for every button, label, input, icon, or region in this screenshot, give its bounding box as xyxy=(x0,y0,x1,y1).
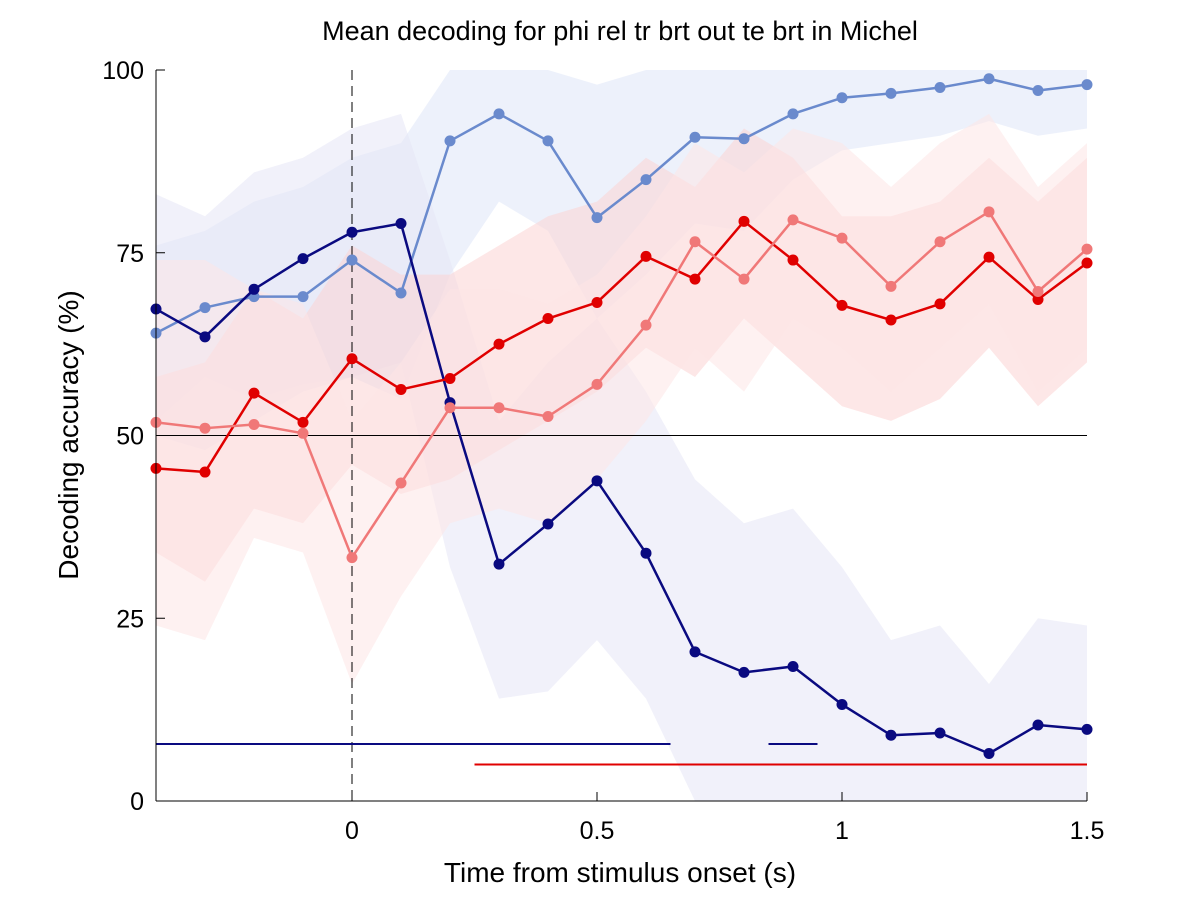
series-2-point-15 xyxy=(836,699,848,711)
series-3-point-7 xyxy=(444,372,456,384)
x-tick-label-0: 0 xyxy=(345,817,359,845)
series-2-point-17 xyxy=(934,727,946,739)
axes: 0 25 50 75 100 0 0.5 1 1.5 xyxy=(102,57,1104,845)
series-4-point-10 xyxy=(591,378,603,390)
series-2-point-12 xyxy=(689,646,701,658)
series-3-point-13 xyxy=(738,215,750,227)
x-tick-label-2: 1 xyxy=(835,817,849,845)
series-3-point-3 xyxy=(248,387,260,399)
series-3-point-16 xyxy=(885,314,897,326)
series-1-point-16 xyxy=(885,87,897,99)
series-1-point-15 xyxy=(836,92,848,104)
series-line-2 xyxy=(155,222,1088,755)
series-4-point-8 xyxy=(493,402,505,414)
series-1-point-13 xyxy=(738,133,750,145)
series-1-point-6 xyxy=(395,287,407,299)
series-2-point-19 xyxy=(1032,719,1044,731)
series-1-point-7 xyxy=(444,135,456,147)
series-4-point-13 xyxy=(738,273,750,285)
y-tick-label-2: 50 xyxy=(116,423,144,451)
series-line-3 xyxy=(155,220,1088,474)
series-1-point-14 xyxy=(787,108,799,120)
series-line-4 xyxy=(155,210,1088,559)
series-2-point-2 xyxy=(199,331,211,343)
x-axis-label: Time from stimulus onset (s) xyxy=(444,857,796,888)
series-2-point-5 xyxy=(346,226,358,238)
series-3-point-2 xyxy=(199,466,211,478)
series-1-point-5 xyxy=(346,254,358,266)
series-4-point-14 xyxy=(787,214,799,226)
y-tick-label-3: 75 xyxy=(116,240,144,268)
series-line-1 xyxy=(155,77,1088,335)
series-3-point-20 xyxy=(1081,257,1093,269)
series-4-point-6 xyxy=(395,477,407,489)
series-4-point-9 xyxy=(542,410,554,422)
series-4-point-7 xyxy=(444,402,456,414)
confidence-band-4 xyxy=(156,113,1087,685)
series-3-point-6 xyxy=(395,383,407,395)
series-3-point-19 xyxy=(1032,294,1044,306)
series-2-point-14 xyxy=(787,660,799,672)
series-4-point-2 xyxy=(199,422,211,434)
series-3-point-5 xyxy=(346,353,358,365)
x-tick-label-3: 1.5 xyxy=(1070,817,1105,845)
series-3-point-14 xyxy=(787,254,799,266)
series-4-point-16 xyxy=(885,280,897,292)
y-tick-label-1: 25 xyxy=(116,605,144,633)
series-2-point-18 xyxy=(983,747,995,759)
significance-bars xyxy=(156,742,1087,766)
series-4-point-17 xyxy=(934,236,946,248)
series-4-point-5 xyxy=(346,552,358,564)
y-axis-label: Decoding accuracy (%) xyxy=(53,290,84,579)
series-3-point-12 xyxy=(689,273,701,285)
series-2-point-10 xyxy=(591,475,603,487)
series-3-point-11 xyxy=(640,250,652,262)
series-1-point-18 xyxy=(983,73,995,85)
series-3-point-4 xyxy=(297,416,309,428)
series-1-point-10 xyxy=(591,212,603,224)
series-lines xyxy=(150,73,1093,759)
series-1-point-17 xyxy=(934,82,946,94)
series-2-point-11 xyxy=(640,547,652,559)
series-2-point-20 xyxy=(1081,723,1093,735)
series-4-point-12 xyxy=(689,236,701,248)
series-4-point-15 xyxy=(836,232,848,244)
series-2-point-4 xyxy=(297,253,309,265)
series-2-point-3 xyxy=(248,283,260,295)
series-1-point-11 xyxy=(640,174,652,186)
series-3-point-10 xyxy=(591,296,603,308)
series-2-point-9 xyxy=(542,518,554,530)
series-2-point-6 xyxy=(395,218,407,230)
reference-lines xyxy=(156,70,1087,801)
series-4-point-11 xyxy=(640,319,652,331)
series-1-point-19 xyxy=(1032,84,1044,96)
chart-title: Mean decoding for phi rel tr brt out te … xyxy=(322,16,918,46)
series-1-point-4 xyxy=(297,291,309,303)
series-2-point-13 xyxy=(738,666,750,678)
series-3-point-9 xyxy=(542,313,554,325)
series-3-point-15 xyxy=(836,299,848,311)
series-4-point-20 xyxy=(1081,243,1093,255)
x-tick-label-1: 0.5 xyxy=(580,817,615,845)
series-4-point-4 xyxy=(297,427,309,439)
series-3-point-18 xyxy=(983,251,995,263)
series-2-point-16 xyxy=(885,729,897,741)
series-1-point-9 xyxy=(542,135,554,147)
y-tick-label-4: 100 xyxy=(102,57,144,85)
series-1-point-8 xyxy=(493,108,505,120)
series-1-point-12 xyxy=(689,131,701,143)
series-4-point-19 xyxy=(1032,285,1044,297)
series-4-point-18 xyxy=(983,206,995,218)
series-3-point-17 xyxy=(934,298,946,310)
series-4-point-3 xyxy=(248,419,260,431)
y-tick-label-0: 0 xyxy=(130,788,144,816)
series-1-point-20 xyxy=(1081,79,1093,91)
series-2-point-8 xyxy=(493,558,505,570)
series-3-point-8 xyxy=(493,338,505,350)
series-1-point-2 xyxy=(199,302,211,314)
